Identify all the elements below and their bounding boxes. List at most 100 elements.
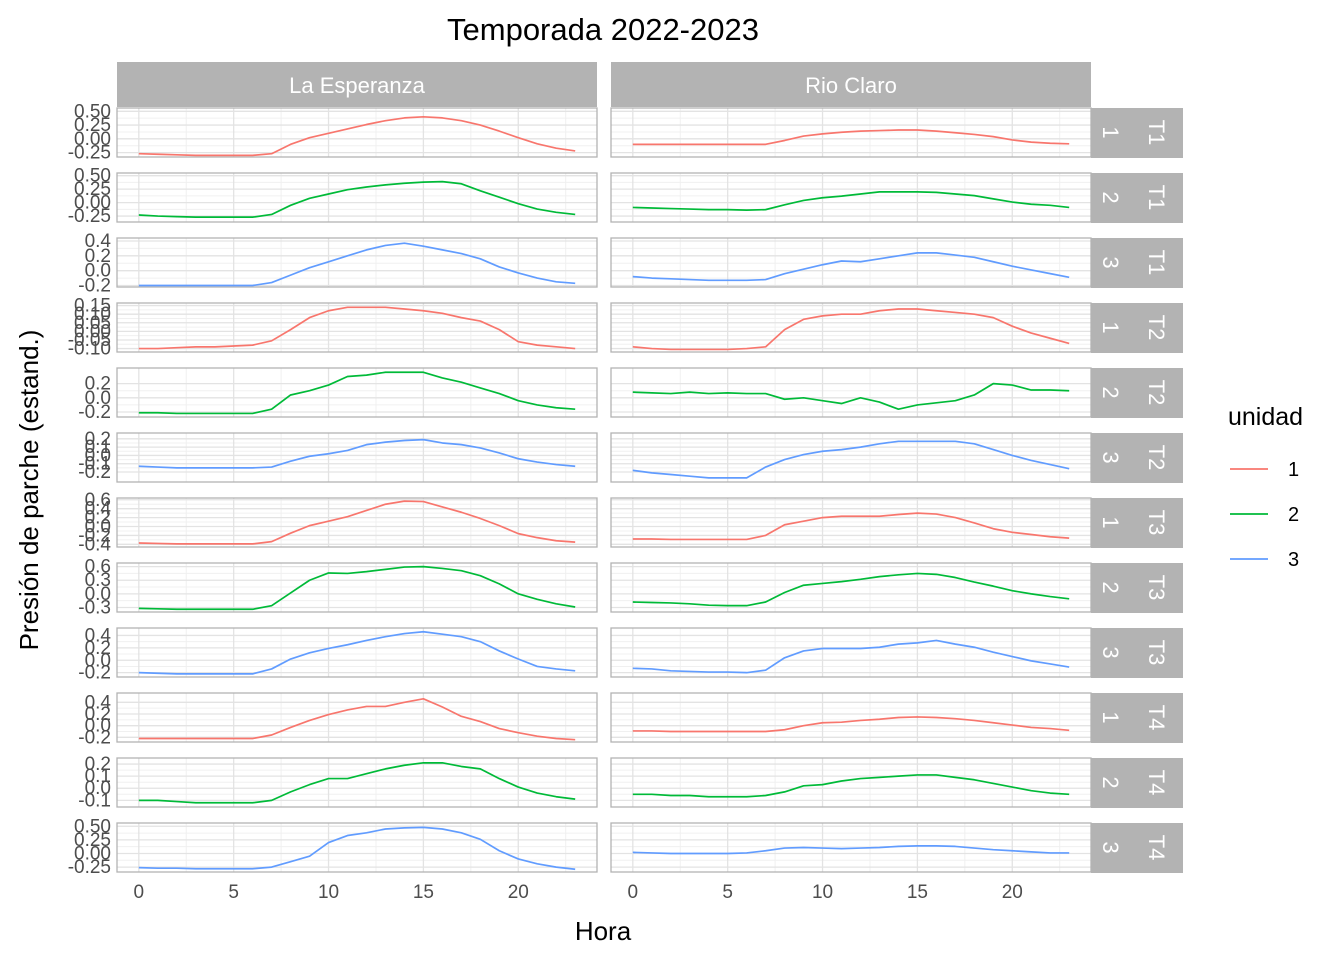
row-strip: 3 T2 <box>1091 433 1183 483</box>
row-strip-treatment-label: T3 <box>1144 640 1169 666</box>
row-strip-box <box>1091 628 1183 678</box>
row-strip-box <box>1091 758 1183 808</box>
x-tick-label: 10 <box>812 882 833 903</box>
panel-border <box>116 627 598 678</box>
row-strip-unidad-label: 1 <box>1098 711 1123 723</box>
row-strip: 3 T1 <box>1091 238 1183 288</box>
panel <box>116 432 598 483</box>
y-tick-label: 0.50 <box>74 101 111 122</box>
row-strip-box <box>1091 498 1183 548</box>
row-strip: 1 T4 <box>1091 693 1183 743</box>
series-line-unidad-3 <box>138 630 576 675</box>
y-tick-label: 0.2 <box>85 508 111 529</box>
panel <box>116 627 598 678</box>
y-tick-label: 0.4 <box>85 499 112 520</box>
row-strip-box <box>1091 368 1183 418</box>
legend-label: 1 <box>1288 459 1299 481</box>
row-strip-unidad-label: 3 <box>1098 256 1123 268</box>
x-tick-label: 20 <box>508 882 529 903</box>
row-strip: 3 T3 <box>1091 628 1183 678</box>
y-tick-label: -0.1 <box>78 454 111 475</box>
panel-border <box>116 432 598 483</box>
row-strip-box <box>1091 108 1183 158</box>
series-line-unidad-3 <box>138 242 576 287</box>
row-strip-treatment-label: T1 <box>1144 250 1169 276</box>
y-tick-label: 0.05 <box>74 313 111 334</box>
legend-label: 3 <box>1288 549 1299 571</box>
row-strip: 1 T3 <box>1091 498 1183 548</box>
y-tick-label: 0.00 <box>74 321 111 342</box>
panel-border <box>116 107 598 158</box>
panel <box>610 692 1092 743</box>
row-strip-unidad-label: 2 <box>1098 776 1123 788</box>
panel <box>610 107 1092 158</box>
panel <box>610 367 1092 418</box>
y-tick-label: 0.50 <box>74 816 111 837</box>
row-strip-box <box>1091 173 1183 223</box>
y-tick-label: 0.4 <box>85 231 112 252</box>
series-line-unidad-2 <box>632 191 1070 211</box>
y-tick-label: 0.1 <box>85 437 111 458</box>
y-tick-label: 0.6 <box>85 490 111 511</box>
row-strip: 2 T1 <box>1091 173 1183 223</box>
legend-title: unidad <box>1228 403 1303 431</box>
row-strip: 2 T4 <box>1091 758 1183 808</box>
row-strip-unidad-label: 1 <box>1098 126 1123 138</box>
row-strip-treatment-label: T2 <box>1144 445 1169 471</box>
series-line-unidad-2 <box>632 774 1070 798</box>
series-line-unidad-1 <box>632 716 1070 733</box>
y-tick-label: 0.25 <box>74 115 111 136</box>
row-strip-box <box>1091 238 1183 288</box>
x-tick-label: 15 <box>413 882 434 903</box>
x-tick-label: 0 <box>628 882 639 903</box>
y-tick-label: -0.4 <box>78 534 111 555</box>
y-tick-label: -0.2 <box>78 525 111 546</box>
series-line-unidad-1 <box>138 115 576 157</box>
row-strip: 3 T4 <box>1091 823 1183 873</box>
panel <box>116 367 598 418</box>
x-tick-label: 0 <box>134 882 145 903</box>
panel <box>116 562 598 613</box>
column-strip <box>611 62 1091 107</box>
column-strip <box>117 62 597 107</box>
panel <box>610 432 1092 483</box>
panel <box>116 237 598 288</box>
row-strip-unidad-label: 2 <box>1098 581 1123 593</box>
panel <box>610 172 1092 223</box>
row-strip-treatment-label: T4 <box>1144 705 1169 731</box>
row-strip-unidad-label: 3 <box>1098 841 1123 853</box>
y-axis-label: Presión de parche (estand.) <box>14 330 44 651</box>
series-line-unidad-1 <box>632 308 1070 351</box>
y-tick-label: 0.2 <box>85 374 111 395</box>
row-strip-treatment-label: T1 <box>1144 120 1169 146</box>
x-tick-label: 20 <box>1002 882 1023 903</box>
legend: unidad 1 2 3 <box>1228 403 1303 571</box>
y-tick-label: 0.00 <box>74 129 111 150</box>
series-line-unidad-1 <box>632 512 1070 541</box>
y-tick-label: 0.0 <box>85 584 111 605</box>
row-strip-unidad-label: 3 <box>1098 451 1123 463</box>
y-tick-label: 0.0 <box>85 445 111 466</box>
y-tick-label: -0.3 <box>78 597 111 618</box>
y-tick-label: -0.25 <box>68 857 111 878</box>
series-line-unidad-2 <box>138 180 576 218</box>
y-tick-label: 0.0 <box>85 517 111 538</box>
series-line-unidad-2 <box>138 761 576 804</box>
y-tick-label: 0.0 <box>85 716 111 737</box>
panel-border <box>116 757 598 808</box>
series-line-unidad-1 <box>138 500 576 545</box>
y-tick-label: 0.0 <box>85 261 111 282</box>
panel-border <box>116 497 598 548</box>
panel <box>116 757 598 808</box>
panel <box>610 627 1092 678</box>
y-tick-label: 0.2 <box>85 638 111 659</box>
panel-grid: La Esperanza Rio Claro-0.250.000.250.501 T… <box>68 62 1183 903</box>
row-strip-treatment-label: T3 <box>1144 510 1169 536</box>
y-tick-label: 0.00 <box>74 193 111 214</box>
series-line-unidad-1 <box>632 129 1070 146</box>
y-tick-label: 0.2 <box>85 246 111 267</box>
y-tick-label: 0.15 <box>74 296 111 317</box>
panel-border <box>116 367 598 418</box>
row-strip-unidad-label: 2 <box>1098 386 1123 398</box>
